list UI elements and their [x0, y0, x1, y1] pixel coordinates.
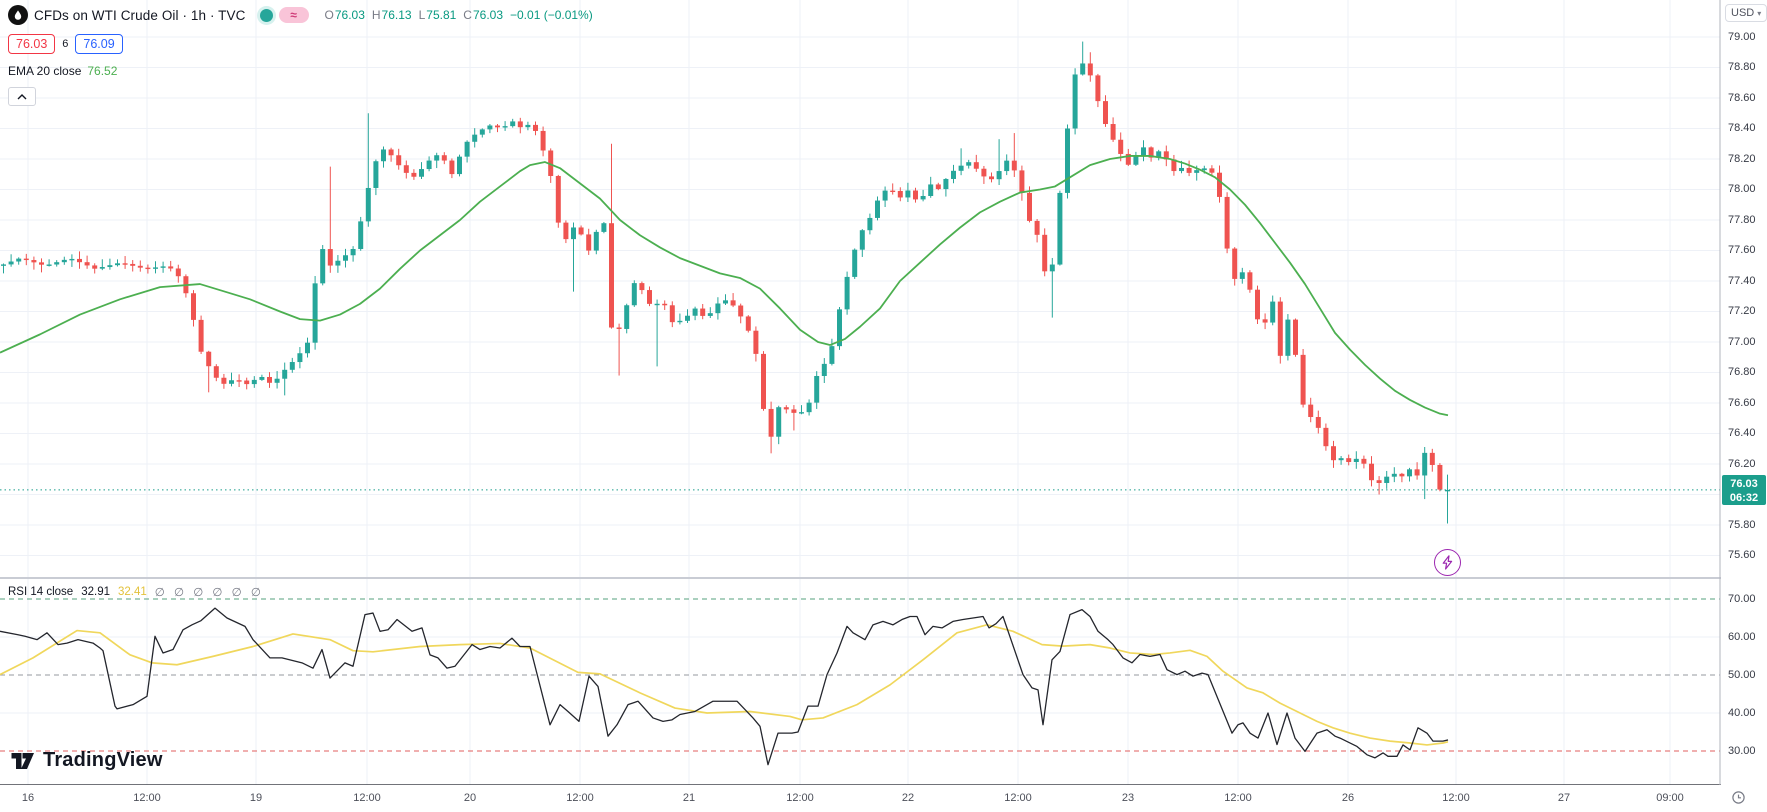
time-axis-label: 09:00	[1656, 792, 1684, 804]
time-axis-label: 19	[249, 792, 263, 804]
price-axis-label: 78.40	[1728, 122, 1756, 134]
tradingview-logo-text: TradingView	[43, 749, 163, 771]
time-axis-label: 12:00	[1224, 792, 1252, 804]
rsi-value: 32.91	[81, 586, 110, 598]
price-axis-label: 77.20	[1728, 305, 1756, 317]
badge-price: 76.03	[1730, 477, 1758, 490]
price-axis-label: 77.00	[1728, 335, 1756, 348]
price-axis-label: 78.20	[1728, 152, 1756, 165]
price-axis-label: 76.80	[1728, 366, 1756, 378]
time-axis-label: 22	[901, 792, 915, 804]
price-axis-label: 75.60	[1728, 549, 1756, 561]
approx-price-button[interactable]: ≈	[278, 7, 309, 23]
ema-legend-row[interactable]: EMA 20 close 76.52	[8, 64, 593, 78]
time-axis-label: 21	[682, 792, 696, 804]
ema-label: EMA 20 close	[8, 64, 82, 78]
rsi-axis-label: 40.00	[1728, 706, 1756, 719]
lightning-icon[interactable]	[1434, 549, 1461, 576]
badge-countdown: 06:32	[1729, 491, 1759, 504]
price-axis-label: 78.60	[1728, 91, 1756, 104]
time-axis-label: 26	[1341, 792, 1355, 804]
time-axis-label: 12:00	[1004, 792, 1032, 804]
collapse-legend-button[interactable]	[8, 87, 36, 106]
price-pane[interactable]	[0, 41, 1720, 524]
symbol-title[interactable]: CFDs on WTI Crude Oil · 1h · TVC	[34, 7, 246, 23]
sell-price-button[interactable]: 76.03	[8, 34, 56, 54]
rsi-hidden-values: ∅ ∅ ∅ ∅ ∅ ∅	[154, 587, 264, 599]
rsi-label: RSI 14 close	[8, 586, 74, 598]
rsi-axis-label: 50.00	[1728, 668, 1756, 681]
time-axis-label: 12:00	[566, 792, 594, 804]
time-axis-label: 27	[1557, 792, 1571, 804]
price-axis[interactable]: USD ▾ 79.00 78.80 78.60 78.40 78.20 78.00 77.8…	[1721, 0, 1767, 785]
rsi-pane[interactable]	[0, 607, 1449, 766]
clock-icon[interactable]	[1731, 790, 1746, 810]
symbol-legend: CFDs on WTI Crude Oil · 1h · TVC ≈ O76.0…	[8, 5, 593, 106]
ohlc-values: O76.03 H76.13 L75.81 C76.03 −0.01 (−0.01…	[324, 8, 593, 22]
time-axis[interactable]: 16 12:00 19 12:00 20 12:00 21 12:00 22 12:00 23 12:…	[0, 785, 1767, 812]
tradingview-logo[interactable]: TradingView	[10, 749, 163, 772]
time-axis-label: 23	[1121, 792, 1135, 804]
rsi-ma-value: 32.41	[117, 586, 147, 598]
oil-drop-icon	[8, 5, 28, 25]
time-axis-label: 20	[463, 792, 477, 804]
spread-value: 6	[62, 38, 69, 50]
last-price-badge: 76.03 06:32	[1722, 474, 1766, 505]
buy-price-button[interactable]: 76.09	[75, 34, 123, 54]
price-axis-label: 78.00	[1728, 183, 1756, 195]
rsi-legend-row[interactable]: RSI 14 close 32.91 32.41 ∅ ∅ ∅ ∅ ∅ ∅	[8, 585, 264, 599]
rsi-axis-label: 30.00	[1728, 744, 1756, 757]
currency-dropdown[interactable]: USD ▾	[1725, 4, 1767, 22]
price-axis-label: 79.00	[1728, 30, 1756, 43]
chevron-down-icon: ▾	[1757, 8, 1762, 18]
price-axis-label: 77.60	[1728, 244, 1756, 256]
rsi-axis-label: 70.00	[1728, 592, 1756, 605]
ema-value: 76.52	[87, 64, 118, 78]
change-value: −0.01 (−0.01%)	[510, 8, 593, 22]
time-axis-label: 12:00	[1442, 792, 1470, 804]
price-axis-label: 77.40	[1728, 274, 1756, 287]
time-axis-label: 12:00	[353, 792, 381, 804]
price-axis-label: 76.60	[1728, 396, 1756, 409]
price-axis-label: 76.40	[1728, 427, 1756, 439]
time-axis-label: 12:00	[786, 792, 814, 804]
price-axis-label: 77.80	[1728, 213, 1756, 226]
price-axis-label: 76.20	[1728, 457, 1756, 470]
time-axis-label: 16	[21, 792, 35, 804]
market-status-dot-icon[interactable]	[259, 8, 273, 22]
price-axis-label: 78.80	[1728, 61, 1756, 73]
tradingview-logo-icon	[11, 752, 34, 769]
price-axis-label: 75.80	[1728, 518, 1756, 531]
rsi-axis-label: 60.00	[1728, 630, 1756, 643]
time-axis-label: 12:00	[133, 792, 161, 804]
